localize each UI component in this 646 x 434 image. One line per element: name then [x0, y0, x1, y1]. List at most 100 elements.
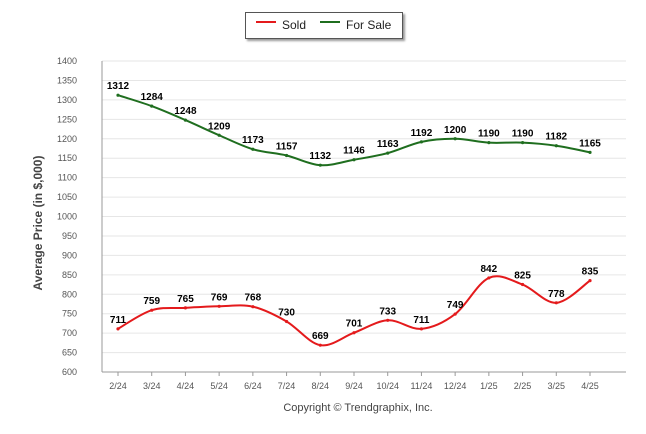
y-tick-label-750: 750: [62, 309, 77, 319]
x-tick-label-5: 7/24: [278, 381, 296, 391]
legend-for-sale-swatch: [320, 21, 340, 23]
y-tick-label-900: 900: [62, 250, 77, 260]
point-sold-1: [150, 308, 154, 312]
point-for-sale-12: [520, 141, 525, 145]
x-tick-label-12: 2/25: [514, 381, 532, 391]
x-tick-label-1: 3/24: [143, 381, 161, 391]
x-tick-label-0: 2/24: [109, 381, 127, 391]
data-label-sold-0: 711: [110, 315, 127, 326]
data-label-for-sale-9: 1192: [411, 128, 433, 139]
point-for-sale-8: [386, 151, 390, 155]
point-sold-13: [554, 301, 558, 305]
chart-legend: Sold For Sale: [245, 12, 403, 39]
legend-sold-swatch: [256, 21, 276, 23]
x-tick-label-11: 1/25: [480, 381, 498, 391]
data-label-sold-9: 711: [413, 315, 430, 326]
y-tick-label-650: 650: [62, 348, 77, 358]
data-label-for-sale-3: 1209: [208, 121, 231, 132]
data-label-sold-8: 733: [379, 306, 396, 317]
data-label-sold-14: 835: [582, 267, 599, 278]
point-sold-9: [419, 327, 424, 331]
y-tick-label-600: 600: [62, 367, 77, 377]
point-sold-5: [284, 319, 289, 324]
y-tick-label-1000: 1000: [57, 212, 77, 222]
data-label-for-sale-10: 1200: [444, 125, 467, 136]
point-for-sale-9: [419, 140, 424, 144]
data-label-sold-2: 765: [177, 294, 194, 305]
point-sold-2: [183, 306, 188, 310]
y-tick-label-1150: 1150: [58, 153, 77, 163]
data-label-for-sale-14: 1165: [579, 138, 601, 149]
point-for-sale-3: [217, 133, 221, 137]
point-for-sale-2: [183, 118, 188, 122]
y-tick-label-1100: 1100: [58, 173, 77, 183]
point-sold-12: [520, 282, 525, 287]
x-tick-label-2: 4/24: [177, 381, 195, 391]
data-label-sold-5: 730: [278, 307, 295, 318]
point-for-sale-11: [487, 141, 491, 145]
data-label-for-sale-12: 1190: [512, 129, 534, 140]
data-label-for-sale-7: 1146: [343, 146, 365, 157]
x-tick-label-10: 12/24: [444, 381, 467, 391]
point-sold-11: [487, 276, 491, 280]
data-label-for-sale-1: 1284: [141, 92, 164, 103]
point-sold-8: [386, 318, 390, 322]
point-for-sale-13: [554, 144, 558, 148]
data-label-sold-12: 825: [514, 271, 531, 282]
y-tick-label-1250: 1250: [57, 114, 77, 124]
x-tick-label-13: 3/25: [548, 381, 566, 391]
data-label-sold-7: 701: [346, 319, 363, 330]
legend-sold-label: Sold: [282, 18, 307, 32]
point-sold-0: [116, 327, 120, 331]
point-for-sale-6: [318, 163, 322, 167]
data-label-for-sale-6: 1132: [309, 151, 331, 162]
point-for-sale-7: [352, 158, 356, 162]
x-tick-label-6: 8/24: [312, 381, 330, 391]
y-tick-label-950: 950: [62, 231, 77, 241]
point-for-sale-10: [453, 137, 457, 141]
y-tick-label-800: 800: [62, 289, 77, 299]
point-sold-4: [251, 305, 255, 309]
point-for-sale-5: [284, 153, 289, 158]
copyright-text: Copyright © Trendgraphix, Inc.: [283, 402, 433, 414]
y-tick-label-1200: 1200: [57, 134, 77, 144]
point-for-sale-4: [251, 147, 255, 151]
x-tick-label-14: 4/25: [581, 381, 599, 391]
data-label-for-sale-11: 1190: [478, 129, 500, 140]
data-label-sold-6: 669: [312, 331, 329, 342]
data-label-sold-11: 842: [481, 264, 498, 275]
data-label-for-sale-8: 1163: [377, 139, 399, 150]
y-tick-label-700: 700: [62, 328, 77, 338]
y-tick-label-1050: 1050: [57, 192, 77, 202]
point-sold-14: [588, 279, 592, 283]
point-for-sale-14: [588, 150, 592, 154]
y-tick-label-1350: 1350: [57, 75, 77, 85]
point-for-sale-1: [150, 104, 154, 108]
data-label-sold-13: 778: [548, 289, 565, 300]
data-label-sold-4: 768: [245, 293, 262, 304]
point-sold-10: [453, 312, 457, 316]
series-line-sold: [117, 275, 591, 347]
x-tick-label-8: 10/24: [376, 381, 399, 391]
point-sold-7: [352, 331, 356, 335]
data-label-for-sale-5: 1157: [276, 141, 298, 152]
x-tick-label-3: 5/24: [210, 381, 228, 391]
point-sold-6: [318, 343, 322, 347]
y-tick-label-1400: 1400: [57, 56, 77, 66]
data-label-for-sale-13: 1182: [545, 132, 567, 143]
data-label-sold-1: 759: [143, 296, 160, 307]
x-tick-label-7: 9/24: [345, 381, 363, 391]
point-sold-3: [217, 304, 221, 308]
x-tick-label-9: 11/24: [410, 381, 432, 391]
y-tick-label-850: 850: [62, 270, 77, 280]
data-label-for-sale-2: 1248: [174, 106, 197, 117]
data-label-for-sale-4: 1173: [242, 135, 264, 146]
data-label-for-sale-0: 1312: [107, 81, 130, 92]
y-tick-label-1300: 1300: [57, 95, 77, 105]
point-for-sale-0: [116, 93, 120, 97]
data-label-sold-3: 769: [211, 292, 228, 303]
legend-for-sale-label: For Sale: [346, 18, 392, 32]
data-label-sold-10: 749: [447, 300, 464, 311]
x-tick-label-4: 6/24: [244, 381, 262, 391]
